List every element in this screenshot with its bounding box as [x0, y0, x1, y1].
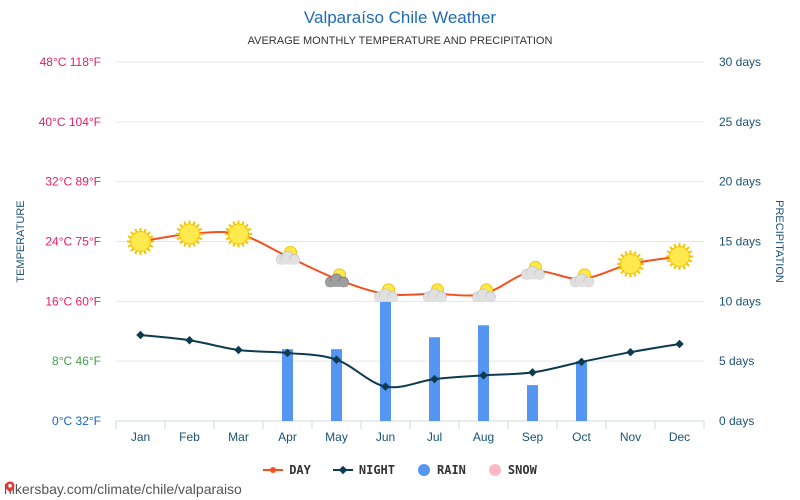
sun-icon [127, 228, 154, 255]
source-url: hikersbay.com/climate/chile/valparaiso [4, 481, 242, 497]
x-tick-label: Feb [179, 430, 200, 444]
legend-day-label: DAY [289, 463, 311, 477]
x-tick-label: Aug [473, 430, 494, 444]
legend-item-snow[interactable]: SNOW [488, 463, 537, 477]
x-tick-label: Apr [278, 430, 297, 444]
x-tick-label: Dec [669, 430, 690, 444]
y-right-axis-title: PRECIPITATION [773, 200, 785, 283]
y-right-tick-label: 30 days [719, 55, 761, 69]
night-point [675, 339, 684, 349]
rain-bar [331, 349, 342, 421]
legend-night-label: NIGHT [358, 463, 395, 477]
chart-subtitle: AVERAGE MONTHLY TEMPERATURE AND PRECIPIT… [247, 35, 553, 47]
partly-cloudy-icon [570, 268, 594, 288]
legend-item-rain[interactable]: RAIN [417, 463, 466, 477]
legend-day-marker [263, 467, 284, 473]
x-tick-label: Oct [572, 430, 591, 444]
night-point [430, 374, 439, 384]
rain-bar [380, 301, 391, 421]
night-point [479, 371, 488, 380]
partly-cloudy-icon [472, 283, 496, 303]
partly-cloudy-icon [325, 268, 349, 288]
partly-cloudy-icon [276, 245, 300, 265]
legend: DAY NIGHT RAIN SNOW [0, 463, 800, 477]
partly-cloudy-icon [521, 260, 545, 280]
rain-bar [527, 385, 538, 421]
y-right-tick-label: 5 days [719, 354, 754, 368]
x-tick-label: Nov [620, 430, 641, 444]
x-tick-label: Jul [427, 430, 442, 444]
legend-rain-marker [418, 464, 430, 476]
partly-cloudy-icon [423, 283, 447, 303]
chart-title: Valparaíso Chile Weather [303, 8, 497, 27]
x-tick-label: May [325, 430, 348, 444]
partly-cloudy-icon [374, 283, 398, 303]
rain-bar [576, 361, 587, 421]
x-tick-label: Jun [376, 430, 395, 444]
y-right-tick-label: 15 days [719, 235, 761, 249]
sun-icon [225, 220, 252, 248]
y-left-tick-label: 32°C 89°F [45, 175, 101, 189]
night-point [234, 345, 243, 355]
night-point [528, 368, 537, 377]
y-left-tick-label: 16°C 60°F [45, 294, 101, 308]
night-point [626, 347, 635, 357]
y-left-tick-label: 0°C 32°F [52, 414, 101, 428]
sun-icon [617, 250, 644, 278]
sun-icon [666, 242, 693, 270]
night-point [136, 330, 145, 340]
legend-item-night[interactable]: NIGHT [332, 463, 395, 477]
x-tick-label: Mar [228, 430, 249, 444]
night-point [577, 357, 586, 367]
y-left-tick-label: 8°C 46°F [52, 354, 101, 368]
legend-rain-label: RAIN [437, 463, 466, 477]
night-point [381, 382, 390, 391]
x-tick-label: Sep [522, 430, 544, 444]
y-left-tick-label: 24°C 75°F [45, 235, 101, 249]
night-point [185, 335, 194, 345]
night-point [283, 348, 292, 358]
y-right-tick-label: 10 days [719, 294, 761, 308]
y-right-tick-label: 20 days [719, 175, 761, 189]
x-tick-label: Jan [131, 430, 150, 444]
rain-bar [282, 349, 293, 421]
y-left-axis-title: TEMPERATURE [15, 200, 27, 282]
legend-item-day[interactable]: DAY [263, 463, 311, 477]
y-right-tick-label: 0 days [719, 414, 754, 428]
night-point [332, 355, 341, 364]
legend-snow-label: SNOW [507, 463, 537, 477]
sun-icon [176, 220, 203, 248]
legend-snow-marker [488, 464, 501, 476]
legend-night-marker [332, 465, 353, 475]
y-left-tick-label: 48°C 118°F [40, 55, 101, 69]
y-left-tick-label: 40°C 104°F [39, 115, 101, 129]
y-right-tick-label: 25 days [719, 115, 761, 129]
night-line [140, 333, 680, 389]
source-link[interactable]: hikersbay.com/climate/chile/valparaiso [4, 481, 242, 497]
location-pin-icon [5, 481, 15, 493]
